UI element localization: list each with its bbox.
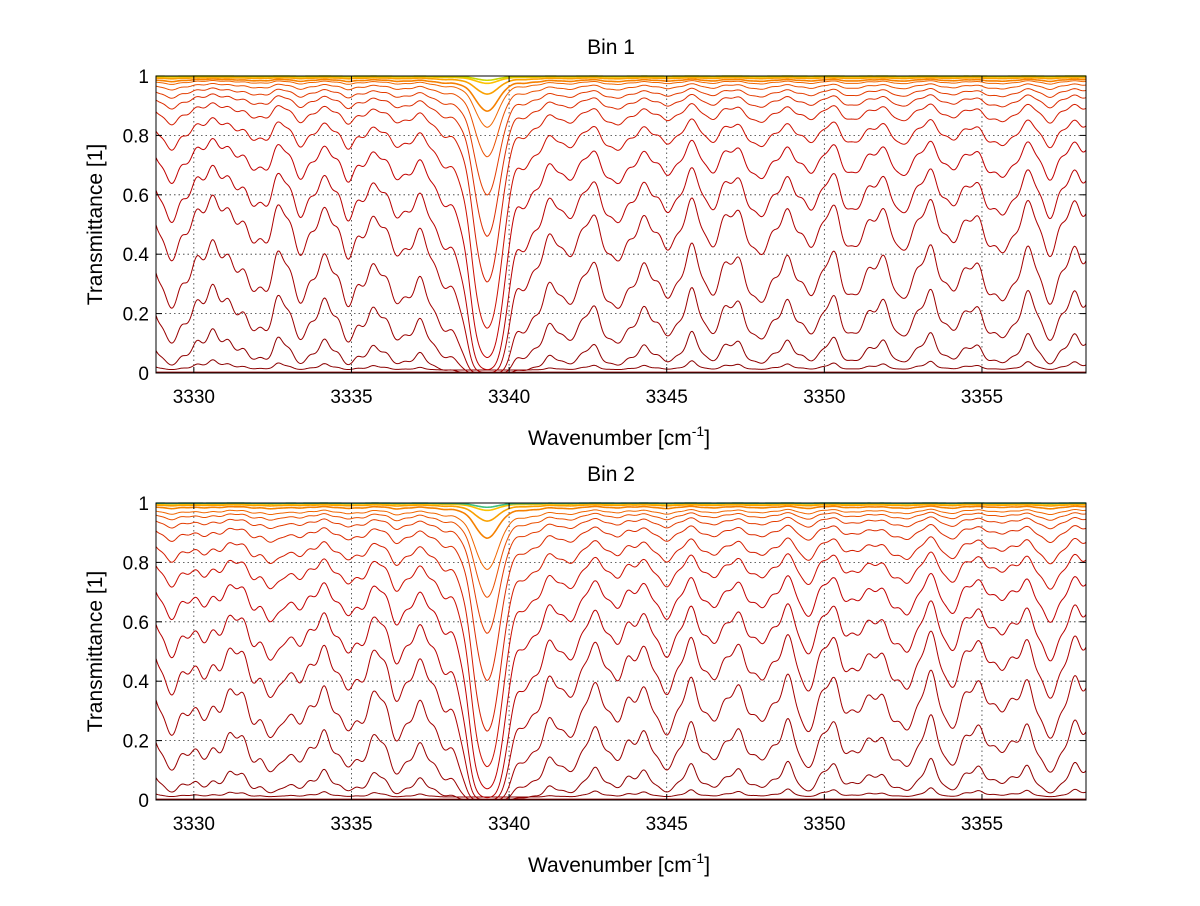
- x-tick-label: 3345: [646, 814, 688, 835]
- x-axis-label: Wavenumber [cm-1]: [528, 850, 710, 877]
- y-tick-label: 0.6: [123, 613, 149, 634]
- series-line: [156, 79, 1086, 128]
- y-tick-label: 0.8: [123, 126, 149, 147]
- series-line: [156, 572, 1086, 790]
- series-line: [156, 787, 1086, 798]
- series-line: [156, 87, 1086, 196]
- y-axis-label: Transmittance [1]: [84, 144, 107, 305]
- series-line: [156, 508, 1086, 570]
- x-tick-label: 3335: [330, 387, 372, 408]
- y-tick-label: 0.8: [123, 553, 149, 574]
- x-tick-label: 3355: [961, 387, 1003, 408]
- series-line: [156, 536, 1086, 732]
- y-axis-label: Transmittance [1]: [84, 571, 107, 732]
- series-line: [156, 630, 1086, 801]
- series-line: [156, 76, 1086, 95]
- y-tick-label: 1: [138, 67, 149, 88]
- series-line: [156, 516, 1086, 634]
- x-tick-label: 3335: [330, 814, 372, 835]
- series-group: [156, 502, 1086, 801]
- series-line: [156, 137, 1086, 359]
- series-line: [156, 511, 1086, 598]
- chart-panel-1: 3330 3335 3340 3345 3350 3355 0 0.2 0.4 0.6 0.8 1 Bi…: [84, 36, 1087, 450]
- y-tick-label: 0: [138, 364, 149, 385]
- series-line: [156, 283, 1086, 374]
- series-line: [156, 505, 1086, 539]
- y-tick-label: 0.4: [123, 245, 150, 266]
- y-tick-label: 0: [138, 791, 149, 812]
- series-line: [156, 82, 1086, 158]
- series-line: [156, 757, 1086, 801]
- series-line: [156, 359, 1086, 371]
- x-axis-label: Wavenumber [cm-1]: [528, 423, 710, 450]
- series-line: [156, 551, 1086, 768]
- series-line: [156, 524, 1086, 681]
- x-tick-label: 3330: [173, 387, 215, 408]
- series-line: [156, 328, 1086, 374]
- y-tick-label: 0.4: [123, 672, 150, 693]
- series-line: [156, 93, 1086, 237]
- axes-box: [155, 75, 1087, 374]
- y-tick-label: 0.6: [123, 186, 149, 207]
- axes-box: [155, 502, 1087, 801]
- series-line: [156, 239, 1086, 374]
- chart-title: Bin 2: [587, 463, 635, 486]
- x-tick-label: 3355: [961, 814, 1003, 835]
- y-tick-label: 0.2: [123, 732, 149, 753]
- x-tick-label: 3330: [173, 814, 215, 835]
- series-line: [156, 78, 1086, 112]
- series-line: [156, 503, 1086, 522]
- x-tick-label: 3340: [488, 814, 530, 835]
- chart-panel-2: 3330 3335 3340 3345 3350 3355 0 0.2 0.4 0.6 0.8 1 Bi…: [84, 463, 1087, 877]
- x-tick-label: 3345: [646, 387, 688, 408]
- series-line: [156, 102, 1086, 283]
- x-tick-label: 3350: [803, 387, 845, 408]
- series-group: [156, 75, 1086, 374]
- series-line: [156, 600, 1086, 799]
- series-line: [156, 164, 1086, 371]
- x-tick-label: 3340: [488, 387, 530, 408]
- series-line: [156, 714, 1086, 801]
- series-line: [156, 117, 1086, 329]
- y-tick-label: 0.2: [123, 305, 149, 326]
- y-tick-label: 1: [138, 494, 149, 515]
- series-line: [156, 669, 1086, 801]
- chart-title: Bin 1: [587, 36, 635, 59]
- series-line: [156, 194, 1086, 374]
- x-tick-label: 3350: [803, 814, 845, 835]
